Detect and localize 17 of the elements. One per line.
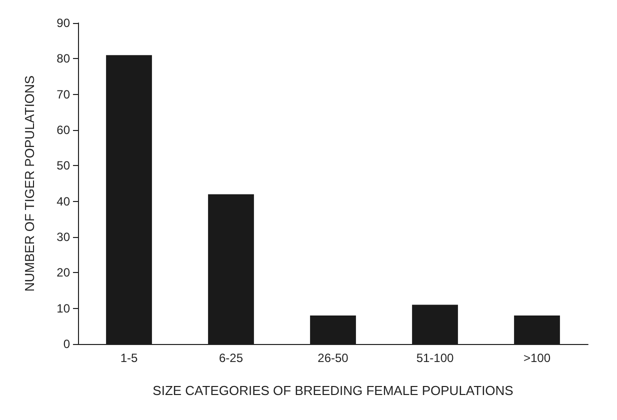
y-tick-label: 10 (56, 301, 70, 316)
x-axis-title: SIZE CATEGORIES OF BREEDING FEMALE POPULATIONS (152, 383, 514, 398)
y-tick-label: 60 (56, 123, 70, 137)
y-tick-label: 20 (56, 266, 70, 280)
x-tick-label: 26-50 (318, 351, 349, 365)
x-tick-label: 1-5 (120, 351, 138, 365)
y-tick-label: 40 (56, 194, 70, 208)
y-tick-label: 80 (56, 52, 70, 66)
x-tick-label: 51-100 (416, 351, 454, 365)
y-tick-label: 30 (56, 230, 70, 244)
x-tick-label: 6-25 (218, 351, 244, 365)
y-tick-label: 0 (63, 337, 70, 351)
y-tick-label: 50 (56, 158, 70, 173)
y-axis-title: NUMBER OF TIGER POPULATIONS (22, 75, 37, 292)
y-tick-label: 90 (56, 16, 70, 30)
y-tick-label: 70 (56, 87, 70, 102)
x-tick-label: >100 (523, 351, 551, 365)
